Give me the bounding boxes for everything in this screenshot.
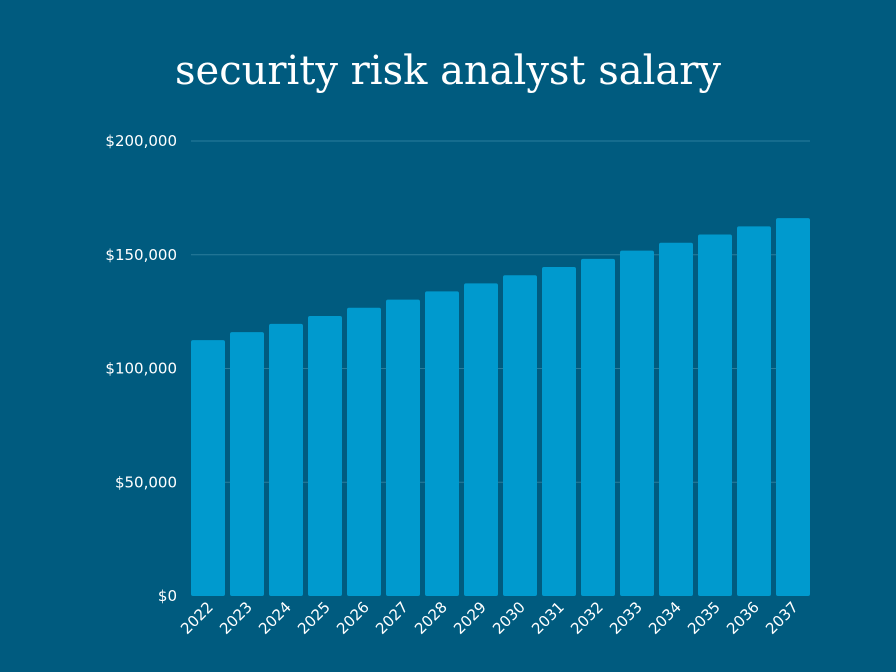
x-tick-label: 2022 [177, 598, 217, 638]
chart-title: security risk analyst salary [175, 48, 721, 94]
y-tick-label: $150,000 [105, 246, 177, 264]
bar [308, 315, 342, 596]
bar [581, 258, 615, 596]
y-tick-label: $100,000 [105, 360, 177, 378]
bar [425, 291, 459, 596]
bar [347, 307, 381, 596]
x-tick-label: 2033 [606, 598, 646, 638]
x-tick-label: 2034 [645, 598, 685, 638]
bar [464, 283, 498, 596]
bar [542, 267, 576, 596]
x-tick-label: 2032 [567, 598, 607, 638]
bar [269, 323, 303, 596]
x-tick-label: 2027 [372, 598, 412, 638]
x-tick-label: 2025 [294, 598, 334, 638]
x-tick-label: 2037 [762, 598, 802, 638]
bar [698, 234, 732, 596]
x-tick-label: 2029 [450, 598, 490, 638]
x-tick-label: 2031 [528, 598, 568, 638]
bar [191, 340, 225, 596]
bar [503, 275, 537, 596]
bar [620, 250, 654, 596]
bar [659, 242, 693, 596]
x-tick-label: 2024 [255, 598, 295, 638]
bar [386, 299, 420, 596]
y-tick-label: $200,000 [105, 132, 177, 150]
bar [737, 226, 771, 596]
y-tick-label: $50,000 [115, 473, 177, 491]
y-tick-label: $0 [158, 587, 177, 605]
bar [776, 218, 810, 596]
x-tick-label: 2036 [723, 598, 763, 638]
x-tick-label: 2026 [333, 598, 373, 638]
x-tick-label: 2023 [216, 598, 256, 638]
x-tick-label: 2030 [489, 598, 529, 638]
x-tick-label: 2028 [411, 598, 451, 638]
bar [230, 332, 264, 596]
x-tick-label: 2035 [684, 598, 724, 638]
